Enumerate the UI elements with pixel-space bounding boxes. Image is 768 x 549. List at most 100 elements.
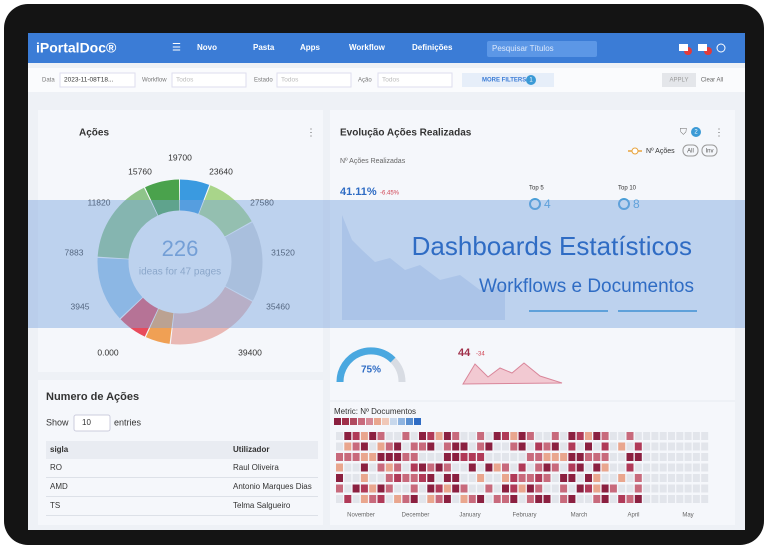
heat-cell bbox=[336, 484, 343, 493]
filter-input[interactable] bbox=[377, 72, 453, 88]
heat-cell bbox=[518, 442, 526, 451]
heat-cell bbox=[568, 495, 576, 503]
heat-cell bbox=[651, 432, 659, 440]
value: 4 bbox=[544, 197, 551, 211]
heat-cell bbox=[360, 474, 368, 482]
cell: TS bbox=[50, 501, 60, 510]
column-header[interactable]: Utilizador bbox=[233, 445, 269, 454]
filter-input[interactable] bbox=[59, 72, 136, 88]
heat-cell bbox=[560, 495, 568, 503]
heat-cell bbox=[626, 442, 634, 451]
legend-cell bbox=[382, 418, 389, 425]
heat-cell bbox=[427, 474, 435, 482]
scale-label: 35460 bbox=[266, 301, 290, 311]
heat-cell bbox=[643, 463, 651, 472]
heat-cell bbox=[344, 474, 352, 482]
icon[interactable] bbox=[698, 44, 707, 51]
menu-item[interactable]: Novo bbox=[197, 43, 217, 52]
heat-cell bbox=[402, 495, 410, 503]
apply-button[interactable] bbox=[662, 73, 696, 87]
heat-cell bbox=[377, 453, 385, 461]
value: 8 bbox=[633, 197, 640, 211]
heat-cell bbox=[576, 484, 584, 493]
gauge-fill bbox=[336, 347, 396, 383]
heat-cell bbox=[510, 495, 518, 503]
heat-cell bbox=[576, 453, 584, 461]
heat-cell bbox=[394, 453, 402, 461]
heat-cell bbox=[427, 453, 435, 461]
scale-label: 3945 bbox=[71, 301, 90, 311]
heat-cell bbox=[402, 453, 410, 461]
heat-cell bbox=[344, 442, 352, 451]
heat-cell bbox=[634, 463, 642, 472]
toggle[interactable] bbox=[682, 144, 699, 157]
cell: RO bbox=[50, 463, 62, 472]
heat-cell bbox=[452, 474, 460, 482]
heat-cell bbox=[377, 463, 385, 472]
heat-cell bbox=[560, 442, 568, 451]
filter-value: Todos bbox=[176, 77, 194, 84]
icon[interactable] bbox=[679, 44, 688, 51]
heat-cell bbox=[402, 432, 410, 440]
heat-cell bbox=[609, 453, 617, 461]
heat-cell bbox=[526, 432, 534, 440]
heat-cell bbox=[535, 495, 543, 503]
heat-cell bbox=[659, 463, 667, 472]
heat-cell bbox=[460, 474, 468, 482]
page-size-select[interactable] bbox=[73, 414, 111, 432]
menu-item[interactable]: Definições bbox=[412, 43, 453, 52]
heat-cell bbox=[676, 484, 684, 493]
heat-cell bbox=[410, 495, 418, 503]
search-box[interactable] bbox=[487, 41, 597, 57]
icon[interactable] bbox=[716, 43, 726, 53]
heat-cell bbox=[568, 453, 576, 461]
heat-cell bbox=[485, 495, 493, 503]
heat-cell bbox=[369, 484, 377, 493]
count-value: 44 bbox=[458, 347, 471, 359]
heat-cell bbox=[352, 474, 360, 482]
heat-cell bbox=[502, 495, 509, 503]
card-menu[interactable]: ⋮ bbox=[306, 128, 316, 139]
heat-cell bbox=[477, 484, 485, 493]
heat-cell bbox=[468, 453, 476, 461]
heat-cell bbox=[576, 432, 584, 440]
menu-item[interactable]: Pasta bbox=[253, 43, 275, 52]
heat-cell bbox=[618, 432, 626, 440]
heat-cell bbox=[485, 474, 493, 482]
heat-cell bbox=[626, 474, 634, 482]
filter-input[interactable] bbox=[276, 72, 352, 88]
heat-cell bbox=[601, 495, 609, 503]
heat-cell bbox=[618, 484, 626, 493]
heat-cell bbox=[626, 453, 634, 461]
scale-label: 27580 bbox=[250, 197, 274, 207]
heat-cell bbox=[601, 453, 609, 461]
heat-cell bbox=[626, 484, 634, 493]
clear-button[interactable]: Clear All bbox=[701, 78, 723, 84]
legend-cell bbox=[342, 418, 349, 425]
heat-cell bbox=[344, 453, 352, 461]
card-title: Numero de Ações bbox=[46, 391, 139, 403]
heat-cell bbox=[485, 453, 493, 461]
heat-cell bbox=[485, 463, 493, 472]
heat-cell bbox=[659, 432, 667, 440]
card-subtitle: Nº Ações Realizadas bbox=[340, 158, 406, 165]
label: Show bbox=[46, 417, 69, 427]
label: Top 10 bbox=[618, 186, 637, 192]
filter-icon[interactable]: ⛉ bbox=[680, 126, 687, 136]
toggle[interactable] bbox=[701, 144, 718, 157]
menu-item[interactable]: Apps bbox=[300, 43, 321, 52]
menu-item[interactable]: Workflow bbox=[349, 43, 386, 52]
heat-cell bbox=[643, 484, 651, 493]
heat-cell bbox=[676, 495, 684, 503]
column-header[interactable]: sigla bbox=[50, 445, 69, 454]
card-menu[interactable]: ⋮ bbox=[714, 128, 724, 139]
menu-icon[interactable]: ☰ bbox=[172, 43, 181, 54]
filter-input[interactable] bbox=[171, 72, 247, 88]
heat-cell bbox=[360, 453, 368, 461]
heat-cell bbox=[651, 474, 659, 482]
heat-cell bbox=[410, 453, 418, 461]
heat-cell bbox=[419, 442, 426, 451]
heat-cell bbox=[668, 442, 675, 451]
heat-cell bbox=[618, 495, 626, 503]
percent: 41.11% bbox=[340, 186, 377, 198]
